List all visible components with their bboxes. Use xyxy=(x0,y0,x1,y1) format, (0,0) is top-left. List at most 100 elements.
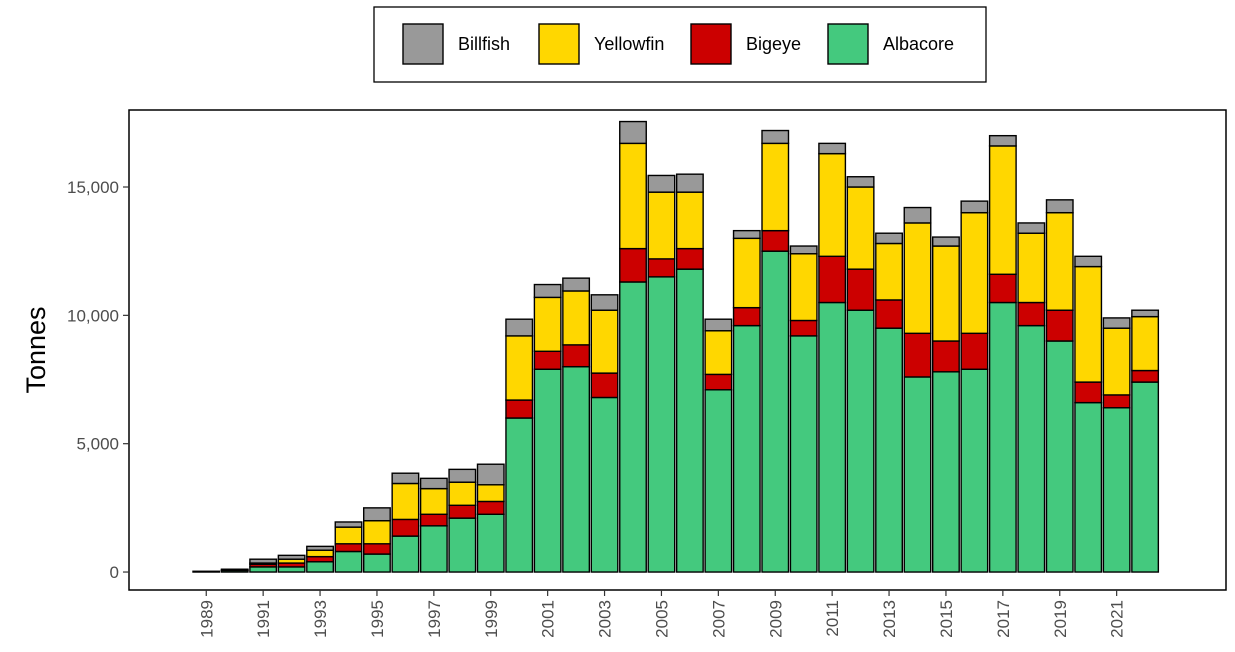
bar-segment-yellowfin-2022 xyxy=(1132,317,1159,371)
bar-segment-yellowfin-1999 xyxy=(478,485,505,502)
bar-segment-albacore-1992 xyxy=(278,567,305,572)
bar-segment-yellowfin-2017 xyxy=(990,146,1017,274)
y-tick-label: 10,000 xyxy=(67,306,119,325)
bar-segment-albacore-2013 xyxy=(876,328,903,572)
bar-segment-yellowfin-2008 xyxy=(734,238,761,307)
bar-segment-billfish-2005 xyxy=(648,175,675,192)
bar-segment-billfish-2011 xyxy=(819,143,846,153)
bar-segment-albacore-2012 xyxy=(847,310,874,572)
bar-segment-bigeye-2016 xyxy=(961,333,988,369)
bar-segment-billfish-2014 xyxy=(904,208,931,223)
bar-segment-albacore-1998 xyxy=(449,518,476,572)
bar-segment-bigeye-2017 xyxy=(990,274,1017,302)
bar-segment-yellowfin-2001 xyxy=(534,297,561,351)
bar-segment-billfish-2021 xyxy=(1103,318,1130,328)
bar-segment-bigeye-2003 xyxy=(591,373,618,397)
bar-segment-bigeye-2008 xyxy=(734,308,761,326)
bar-segment-billfish-2000 xyxy=(506,319,533,336)
bar-segment-yellowfin-2020 xyxy=(1075,267,1102,383)
x-tick-label: 2013 xyxy=(880,600,899,638)
x-tick-label: 2017 xyxy=(994,600,1013,638)
bar-segment-yellowfin-2021 xyxy=(1103,328,1130,395)
bar-segment-bigeye-2004 xyxy=(620,249,647,282)
bar-segment-billfish-2008 xyxy=(734,231,761,239)
bar-segment-albacore-2019 xyxy=(1047,341,1074,572)
bar-segment-yellowfin-1990 xyxy=(221,569,248,570)
bar-segment-billfish-1993 xyxy=(307,546,334,550)
legend-label-yellowfin: Yellowfin xyxy=(594,34,664,54)
bar-segment-albacore-2011 xyxy=(819,303,846,573)
bar-segment-albacore-1993 xyxy=(307,562,334,572)
bar-segment-billfish-2002 xyxy=(563,278,590,291)
bar-segment-albacore-2007 xyxy=(705,390,732,572)
bar-segment-albacore-2010 xyxy=(790,336,817,572)
bar-segment-billfish-2016 xyxy=(961,201,988,213)
bar-segment-yellowfin-2012 xyxy=(847,187,874,269)
x-tick-label: 2009 xyxy=(766,600,785,638)
bar-segment-albacore-2022 xyxy=(1132,382,1159,572)
bar-segment-yellowfin-2015 xyxy=(933,246,960,341)
y-tick-label: 0 xyxy=(110,563,119,582)
x-tick-label: 2019 xyxy=(1051,600,1070,638)
bar-segment-yellowfin-2019 xyxy=(1047,213,1074,311)
x-tick-label: 1993 xyxy=(311,600,330,638)
bar-segment-albacore-2001 xyxy=(534,369,561,572)
bar-segment-yellowfin-2014 xyxy=(904,223,931,333)
bar-segment-yellowfin-1997 xyxy=(421,489,448,515)
legend-key-bigeye xyxy=(691,24,731,64)
bar-segment-bigeye-2005 xyxy=(648,259,675,277)
bar-segment-bigeye-2019 xyxy=(1047,310,1074,341)
legend: Billfish Yellowfin Bigeye Albacore xyxy=(374,7,986,82)
x-tick-label: 2003 xyxy=(596,600,615,638)
bar-segment-bigeye-1997 xyxy=(421,514,448,526)
bar-segment-yellowfin-1993 xyxy=(307,550,334,556)
bar-segment-bigeye-2020 xyxy=(1075,382,1102,403)
x-tick-label: 2011 xyxy=(823,600,842,637)
bar-segment-albacore-2003 xyxy=(591,397,618,572)
bar-segment-yellowfin-2004 xyxy=(620,143,647,248)
bar-segment-bigeye-2021 xyxy=(1103,395,1130,408)
bar-segment-albacore-2016 xyxy=(961,369,988,572)
bar-segment-yellowfin-1998 xyxy=(449,482,476,505)
bar-segment-billfish-2012 xyxy=(847,177,874,187)
bar-segment-bigeye-2011 xyxy=(819,256,846,302)
bar-segment-billfish-1996 xyxy=(392,473,419,483)
bar-segment-bigeye-2018 xyxy=(1018,303,1045,326)
bar-segment-yellowfin-2013 xyxy=(876,243,903,299)
bar-segment-billfish-1997 xyxy=(421,478,448,488)
bar-segment-yellowfin-1996 xyxy=(392,483,419,519)
x-axis: 1989 1991 1993 1995 1997 1999 2001 2003 2005 2007… xyxy=(197,590,1126,638)
bar-segment-albacore-2021 xyxy=(1103,408,1130,572)
bar-segment-billfish-1998 xyxy=(449,469,476,482)
x-tick-label: 1999 xyxy=(482,600,501,638)
bar-segment-billfish-2009 xyxy=(762,131,789,144)
legend-label-albacore: Albacore xyxy=(883,34,954,54)
bar-segment-yellowfin-2000 xyxy=(506,336,533,400)
bar-segment-yellowfin-2002 xyxy=(563,291,590,345)
bar-segment-bigeye-2009 xyxy=(762,231,789,252)
bar-segment-bigeye-2022 xyxy=(1132,371,1159,383)
bar-segment-yellowfin-2007 xyxy=(705,331,732,375)
legend-key-yellowfin xyxy=(539,24,579,64)
bar-segment-bigeye-2014 xyxy=(904,333,931,377)
bar-segment-bigeye-1998 xyxy=(449,505,476,518)
x-tick-label: 1995 xyxy=(368,600,387,638)
bar-segment-yellowfin-2018 xyxy=(1018,233,1045,302)
bar-segment-albacore-2018 xyxy=(1018,326,1045,572)
bar-segment-billfish-2020 xyxy=(1075,256,1102,266)
bar-segment-albacore-2014 xyxy=(904,377,931,572)
x-tick-label: 2007 xyxy=(709,600,728,638)
bar-segment-bigeye-2007 xyxy=(705,374,732,389)
y-axis-title: Tonnes xyxy=(21,306,51,393)
bar-segment-bigeye-2012 xyxy=(847,269,874,310)
bar-segment-yellowfin-2009 xyxy=(762,143,789,230)
bar-segment-albacore-2008 xyxy=(734,326,761,572)
bar-segment-billfish-2001 xyxy=(534,285,561,298)
bar-segment-albacore-1997 xyxy=(421,526,448,572)
legend-key-albacore xyxy=(828,24,868,64)
bar-segment-albacore-2004 xyxy=(620,282,647,572)
legend-label-bigeye: Bigeye xyxy=(746,34,801,54)
bar-segment-yellowfin-1995 xyxy=(364,521,391,544)
bar-segment-billfish-1994 xyxy=(335,522,362,527)
